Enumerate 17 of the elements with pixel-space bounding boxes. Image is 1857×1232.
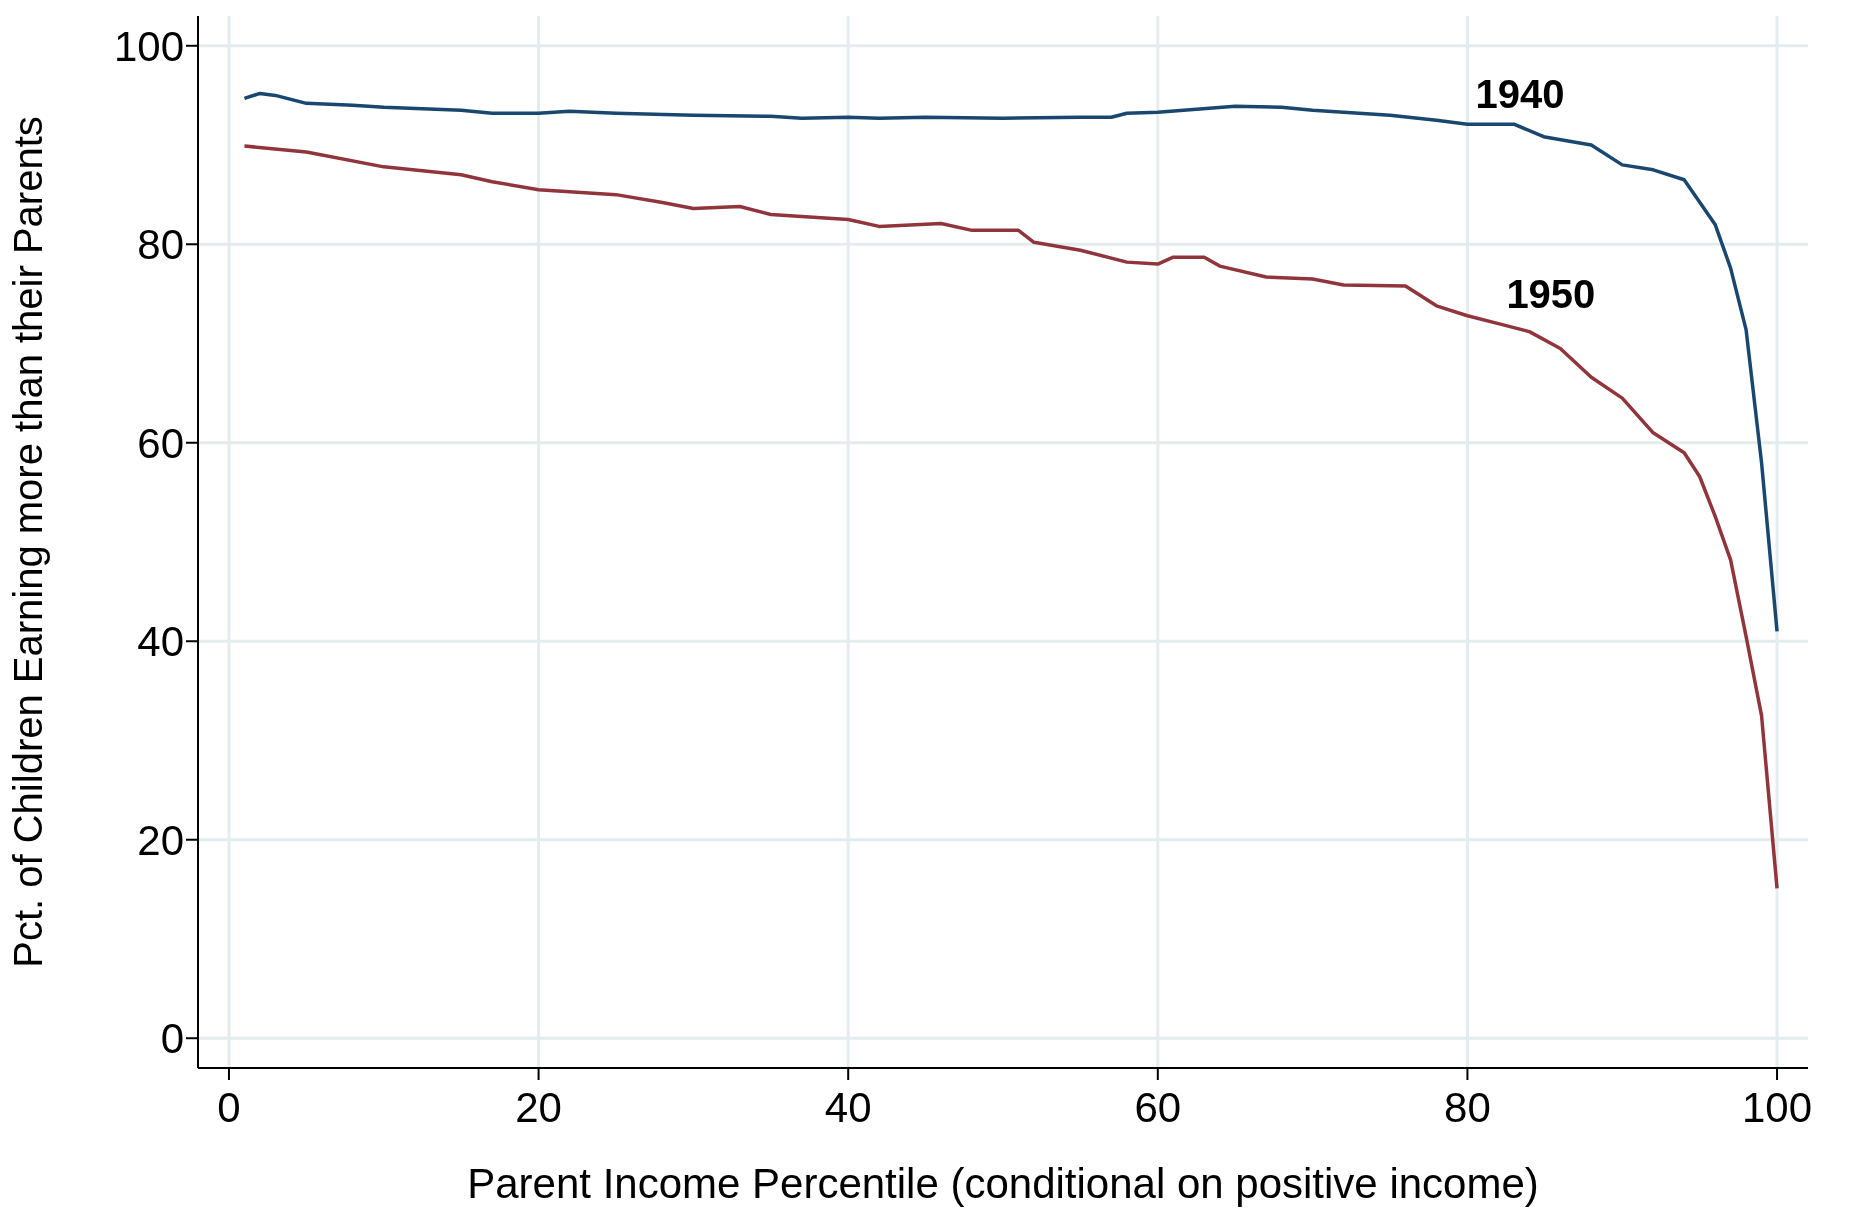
x-tick-label: 100	[1742, 1083, 1813, 1131]
x-tick-label: 20	[515, 1083, 562, 1131]
line-series	[242, 144, 1779, 891]
y-tick-label: 80	[137, 221, 184, 269]
x-tick-label: 80	[1444, 1083, 1491, 1131]
y-tick-label: 100	[113, 22, 184, 70]
y-tick-label: 20	[137, 816, 184, 864]
x-tick-label: 60	[1134, 1083, 1182, 1131]
series-label: 1940	[1475, 72, 1565, 117]
x-tick-label: 0	[217, 1083, 241, 1131]
y-tick-label: 0	[160, 1015, 184, 1063]
series-label: 1950	[1506, 271, 1596, 316]
x-tick-label: 40	[824, 1083, 872, 1131]
y-axis-title: Pct. of Children Earning more than their Parents	[6, 116, 51, 968]
y-tick-label: 60	[137, 419, 184, 467]
y-tick-label: 40	[137, 618, 184, 666]
x-axis-title: Parent Income Percentile (conditional on positive income)	[467, 1160, 1539, 1207]
